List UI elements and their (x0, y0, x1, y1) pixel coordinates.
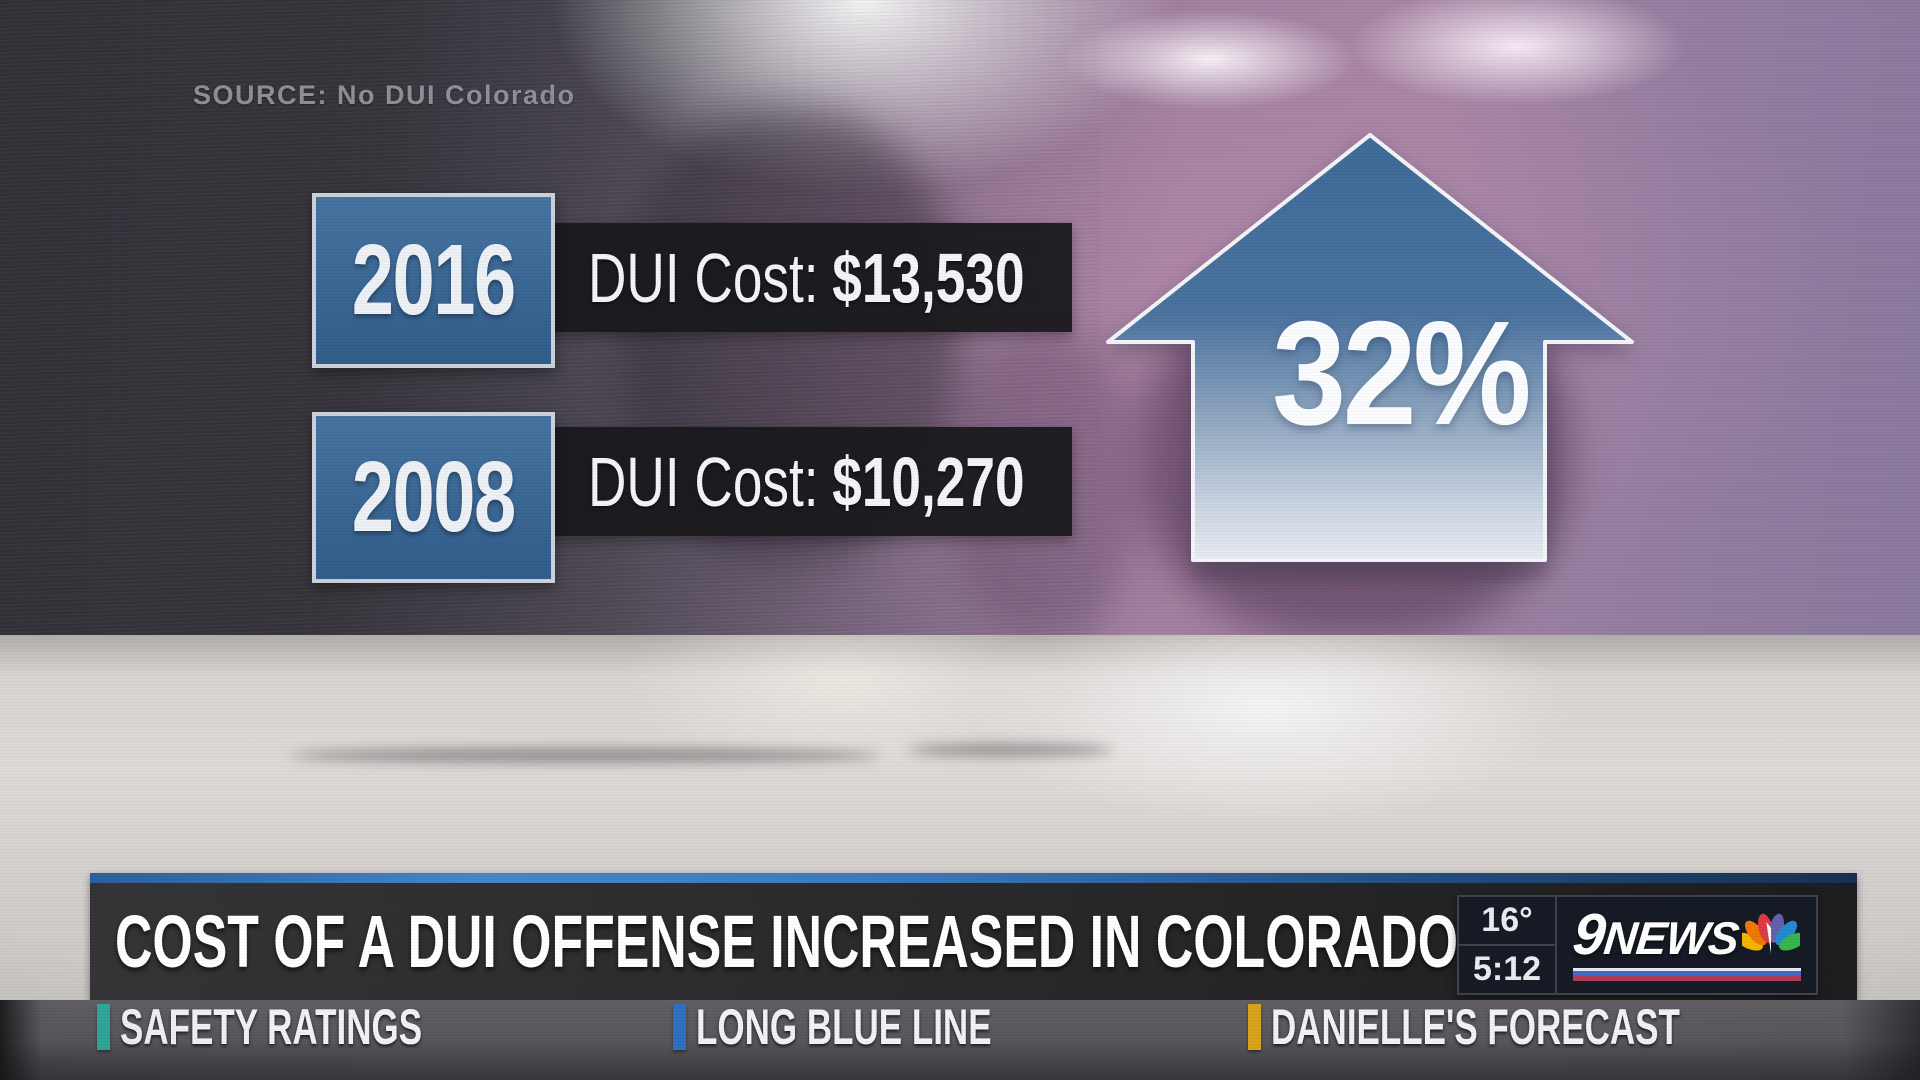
cost-label-2016: DUI Cost: (588, 238, 819, 317)
year-label-2016: 2016 (352, 224, 517, 336)
nbc-peacock-icon (1742, 913, 1801, 954)
source-attribution: SOURCE: No DUI Colorado (193, 80, 576, 110)
year-label-2008: 2008 (352, 441, 517, 553)
ticker-item-long-blue-line: LONG BLUE LINE (673, 999, 1118, 1055)
increase-arrow-icon (1106, 133, 1634, 562)
ticker-accent-bar (1248, 1004, 1261, 1050)
temperature-readout: 16° (1481, 901, 1533, 939)
cost-bar-2008: DUI Cost: $10,270 (460, 427, 1072, 536)
year-box-2008: 2008 (312, 412, 555, 583)
floor-shadow (1190, 565, 1550, 583)
clock-readout: 5:12 (1472, 950, 1542, 988)
ticker-edge-shading (0, 1000, 1920, 1080)
cost-value-2016: $13,530 (832, 238, 1025, 317)
station-logo-text: 9 NEWS (1570, 902, 1741, 967)
station-logo: 9 NEWS (1557, 897, 1816, 993)
cost-label-2008: DUI Cost: (588, 442, 819, 521)
floor-shadow (908, 744, 1113, 756)
ticker-item-label: DANIELLE'S FORECAST (1271, 999, 1680, 1055)
logo-underline-stripes (1572, 968, 1801, 981)
year-box-2016: 2016 (312, 193, 555, 368)
percent-increase-label: 32% (1272, 291, 1531, 456)
info-divider (1555, 897, 1557, 993)
cost-value-2008: $10,270 (832, 442, 1025, 521)
info-divider (1459, 944, 1555, 946)
station-info-box: 16° 5:12 9 NEWS (1457, 895, 1818, 995)
ticker-bar (0, 1000, 1920, 1080)
ticker-accent-bar (97, 1004, 110, 1050)
ticker-item-danielles-forecast: DANIELLE'S FORECAST (1248, 999, 1855, 1055)
ticker-accent-bar (673, 1004, 686, 1050)
floor-shadow (290, 748, 880, 763)
ticker-item-label: SAFETY RATINGS (120, 999, 423, 1055)
ticker-item-label: LONG BLUE LINE (696, 999, 992, 1055)
banner-accent-strip (90, 873, 1857, 883)
ticker-item-safety-ratings: SAFETY RATINGS (97, 999, 552, 1055)
headline-text: COST OF A DUI OFFENSE INCREASED IN COLOR… (115, 900, 1459, 983)
station-logo-word: NEWS (1601, 912, 1741, 964)
cost-bar-2016: DUI Cost: $13,530 (460, 223, 1072, 332)
